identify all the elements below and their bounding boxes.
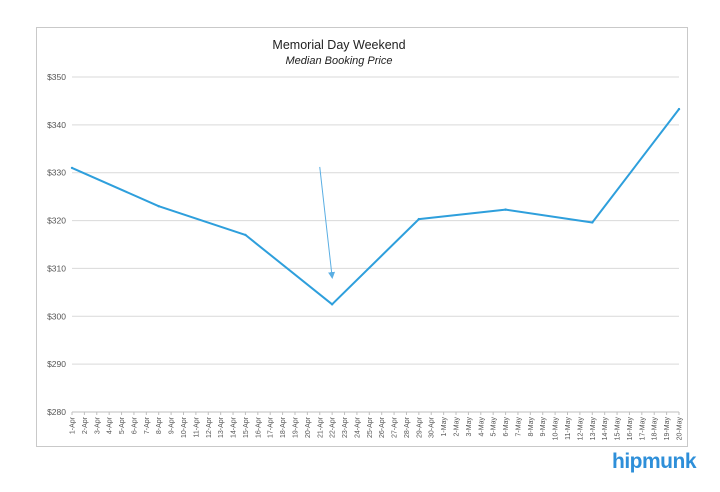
x-tick-label: 2-May <box>454 417 461 437</box>
y-tick-label: $280 <box>47 407 66 417</box>
x-axis-ticks: 1-Apr 2-Apr 3-Apr 4-Apr 5-Apr 6-Apr 7-Apr 8-Apr… <box>70 412 684 440</box>
annotation-layer <box>319 166 336 280</box>
x-tick-label: 6-Apr <box>131 416 138 434</box>
x-tick-label: 1-Apr <box>70 416 77 434</box>
x-tick-label: 13-May <box>590 417 597 441</box>
x-tick-label: 17-Apr <box>268 416 275 438</box>
y-tick-label: $340 <box>47 120 66 130</box>
x-tick-label: 28-Apr <box>404 416 411 438</box>
x-tick-label: 7-Apr <box>144 416 151 434</box>
y-tick-label: $310 <box>47 263 66 273</box>
x-tick-label: 15-Apr <box>243 416 250 438</box>
gridlines <box>72 76 679 413</box>
x-tick-label: 15-May <box>615 417 622 441</box>
data-point <box>330 303 334 306</box>
x-tick-label: 12-Apr <box>206 416 213 438</box>
x-tick-label: 27-Apr <box>392 416 399 438</box>
data-point <box>591 221 594 224</box>
x-tick-label: 18-May <box>652 417 659 441</box>
y-axis-ticks: $280 $290 $300 $310 $320 $330 $340 $350 <box>47 72 66 417</box>
x-tick-label: 23-Apr <box>342 416 349 438</box>
data-point <box>70 166 74 170</box>
x-tick-label: 20-May <box>677 417 684 441</box>
x-tick-label: 2-Apr <box>82 416 89 434</box>
x-tick-label: 18-Apr <box>280 416 287 438</box>
x-tick-label: 26-Apr <box>379 416 386 438</box>
x-tick-label: 16-Apr <box>255 416 262 438</box>
data-point <box>504 208 507 211</box>
x-tick-label: 5-Apr <box>119 416 126 434</box>
x-tick-label: 3-May <box>466 417 473 437</box>
x-tick-label: 9-Apr <box>169 416 176 434</box>
x-tick-label: 3-Apr <box>94 416 101 434</box>
x-tick-label: 29-Apr <box>416 416 423 438</box>
y-tick-label: $330 <box>47 168 66 178</box>
data-point <box>244 233 247 237</box>
x-tick-label: 25-Apr <box>367 416 374 438</box>
x-tick-label: 10-Apr <box>181 416 188 438</box>
y-tick-label: $300 <box>47 311 66 321</box>
x-tick-label: 16-May <box>627 417 634 441</box>
y-tick-label: $290 <box>47 359 66 369</box>
y-tick-label: $350 <box>47 72 66 82</box>
x-tick-label: 10-May <box>553 417 560 441</box>
x-tick-label: 1-May <box>441 417 448 437</box>
x-tick-label: 8-Apr <box>156 416 163 434</box>
series-layer <box>70 107 681 306</box>
x-tick-label: 21-Apr <box>317 416 324 438</box>
chart-frame: Memorial Day Weekend Median Booking Pric… <box>36 27 688 447</box>
x-tick-label: 17-May <box>639 417 646 441</box>
y-tick-label: $320 <box>47 216 66 226</box>
x-tick-label: 24-Apr <box>354 416 361 438</box>
chart-title: Memorial Day Weekend <box>272 38 405 52</box>
series-line <box>71 108 680 306</box>
x-tick-label: 19-Apr <box>292 416 299 438</box>
chart-subtitle: Median Booking Price <box>285 55 392 67</box>
x-tick-label: 14-Apr <box>231 416 238 438</box>
x-tick-label: 4-Apr <box>107 416 114 434</box>
x-tick-label: 5-May <box>491 417 498 437</box>
x-tick-label: 13-Apr <box>218 416 225 438</box>
x-tick-label: 8-May <box>528 417 535 437</box>
line-chart: Memorial Day Weekend Median Booking Pric… <box>47 38 684 440</box>
x-tick-label: 4-May <box>478 417 485 437</box>
annotation-arrow <box>319 166 336 280</box>
x-tick-label: 14-May <box>602 417 609 441</box>
x-tick-label: 12-May <box>577 417 584 441</box>
x-tick-label: 11-May <box>565 417 572 440</box>
x-tick-label: 20-Apr <box>305 416 312 438</box>
hipmunk-logo: hipmunk <box>612 450 697 473</box>
x-tick-label: 19-May <box>664 417 671 441</box>
data-point <box>157 205 160 208</box>
x-tick-label: 6-May <box>503 417 510 437</box>
x-tick-label: 7-May <box>515 417 522 437</box>
x-tick-label: 11-Apr <box>193 416 200 437</box>
data-point <box>677 107 681 111</box>
data-point <box>417 217 421 221</box>
x-tick-label: 30-Apr <box>429 416 436 438</box>
x-tick-label: 9-May <box>540 417 547 437</box>
x-tick-label: 22-Apr <box>330 416 337 438</box>
